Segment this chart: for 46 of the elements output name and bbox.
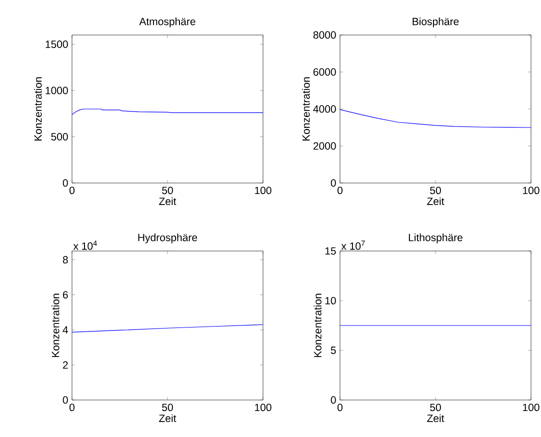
y-axis-title: Konzentration (52, 294, 60, 358)
y-tick-label: 5 (330, 346, 336, 354)
y-tick-label: 2 (62, 361, 68, 369)
x-tick-label: 50 (430, 404, 441, 412)
y-tick-label: 1500 (46, 40, 68, 48)
text: x 10$^{7}$ (341, 240, 365, 250)
x-tick-label: 100 (523, 186, 540, 194)
y-tick-label: 0 (330, 396, 336, 404)
chart-title: Hydrosphäre (138, 234, 198, 244)
y-tick-label: 1000 (46, 86, 68, 94)
y-tick-label: 6 (62, 291, 68, 299)
x-tick-label: 0 (337, 186, 343, 194)
y-tick-label: 4000 (313, 105, 336, 113)
line-series (340, 109, 532, 128)
x-tick-label: 100 (255, 186, 272, 194)
y-tick-label: 2000 (313, 142, 336, 150)
x-axis-title: Zeit (159, 197, 176, 206)
chart-title: Atmosphäre (139, 18, 196, 28)
y-tick-label: 8 (62, 256, 68, 264)
line-series (72, 324, 264, 332)
x-axis-title: Zeit (427, 414, 444, 422)
x-tick-label: 50 (430, 186, 441, 194)
y-tick-label: 500 (51, 133, 68, 140)
y-tick-label: 0 (62, 396, 68, 404)
y-axis-title: Konzentration (34, 77, 42, 141)
x-tick-label: 100 (255, 404, 272, 412)
x-tick-label: 100 (523, 404, 540, 412)
y-tick-label: 4 (62, 326, 68, 334)
y-tick-label: 10 (325, 296, 336, 304)
x-tick-label: 50 (162, 186, 173, 194)
y-tick-label: 15 (325, 247, 336, 255)
x-axis-title: Zeit (427, 197, 444, 206)
chart-title: Biosphäre (412, 18, 459, 28)
y-tick-label: 0 (330, 179, 336, 187)
x-tick-label: 50 (162, 404, 173, 412)
y-tick-label: 8000 (313, 31, 336, 39)
y-axis-title: Konzentration (314, 294, 322, 358)
y-tick-label: 0 (62, 179, 68, 187)
y-axis-title: Konzentration (302, 77, 310, 141)
y-tick-label: 6000 (313, 68, 336, 76)
chart-title: Lithosphäre (408, 234, 462, 244)
x-tick-label: 0 (69, 404, 75, 412)
x-tick-label: 0 (69, 186, 75, 194)
x-axis-title: Zeit (159, 414, 176, 422)
text: x 10$^{4}$ (73, 240, 97, 250)
x-tick-label: 0 (337, 404, 343, 412)
